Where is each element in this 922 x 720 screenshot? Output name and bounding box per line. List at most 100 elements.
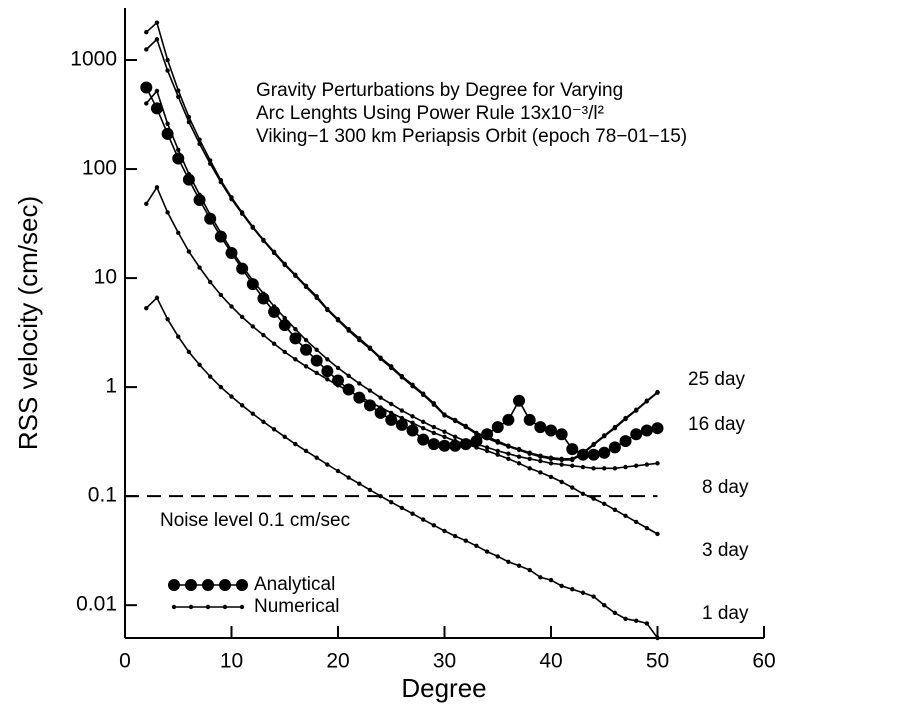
series-label: 16 day (688, 414, 746, 435)
point (293, 441, 298, 447)
point (197, 362, 202, 368)
point (289, 332, 302, 345)
point (580, 464, 586, 470)
point (218, 179, 224, 185)
point (495, 448, 500, 454)
point (602, 466, 607, 471)
point (335, 468, 341, 474)
point (580, 491, 586, 497)
point (214, 230, 227, 243)
point (293, 326, 298, 332)
point (186, 249, 192, 254)
point (513, 394, 526, 407)
point (300, 343, 313, 356)
point (271, 341, 277, 346)
point (644, 399, 650, 404)
point (282, 262, 287, 268)
title-line: Arc Lenghts Using Power Rule 13x10⁻³/l² (256, 103, 604, 124)
point (271, 250, 277, 256)
point (250, 225, 255, 230)
point (452, 438, 458, 444)
point (282, 315, 287, 321)
legend-marker (185, 579, 197, 591)
point (634, 618, 639, 623)
point (346, 475, 351, 480)
point (367, 388, 373, 393)
series-label: 25 day (688, 369, 746, 390)
point (399, 415, 405, 421)
point (150, 102, 163, 115)
point (239, 403, 245, 408)
reference-label: Noise level 0.1 cm/sec (160, 510, 350, 531)
point (463, 424, 468, 430)
point (527, 567, 532, 573)
point (346, 388, 351, 394)
series-label: 1 day (702, 603, 749, 624)
point (282, 434, 287, 440)
point (335, 365, 341, 371)
point (261, 238, 266, 243)
legend-marker (239, 604, 245, 610)
point (246, 278, 259, 291)
point (630, 428, 643, 441)
point (335, 383, 341, 388)
point (261, 291, 266, 296)
point (378, 356, 383, 361)
point (314, 347, 319, 352)
point (367, 487, 373, 493)
point (538, 470, 543, 475)
point (651, 422, 664, 435)
title-line: Gravity Perturbations by Degree for Vary… (256, 80, 623, 101)
point (410, 414, 415, 419)
point (208, 212, 213, 218)
point (442, 528, 447, 534)
point (623, 616, 628, 622)
point (538, 454, 543, 459)
point (257, 292, 270, 305)
point (442, 413, 447, 418)
x-tick-label: 50 (646, 650, 669, 673)
point (506, 451, 511, 456)
point (623, 513, 628, 519)
point (325, 357, 330, 362)
point (619, 435, 632, 448)
legend-marker (205, 604, 211, 610)
point (655, 635, 660, 641)
point (580, 590, 586, 595)
series-label: 8 day (702, 477, 749, 498)
series-label: 3 day (702, 540, 749, 561)
x-tick-label: 40 (539, 650, 562, 673)
point (271, 427, 277, 432)
point (612, 610, 618, 616)
point (321, 365, 334, 378)
point (644, 525, 650, 531)
x-tick-label: 0 (119, 650, 131, 673)
point (421, 517, 426, 522)
point (140, 81, 153, 94)
point (431, 402, 437, 407)
point (303, 364, 309, 369)
point (548, 577, 554, 583)
point (239, 314, 245, 320)
point (399, 375, 405, 380)
point (421, 392, 426, 398)
y-tick-label: 10 (94, 266, 117, 289)
point (417, 433, 430, 446)
point (516, 454, 522, 459)
point (481, 428, 494, 441)
point (559, 462, 564, 467)
point (484, 549, 490, 554)
point (576, 448, 589, 461)
point (165, 68, 170, 73)
x-tick-label: 20 (326, 650, 349, 673)
point (410, 420, 415, 426)
point (570, 587, 575, 592)
point (463, 441, 468, 447)
point (442, 429, 447, 434)
point (144, 201, 149, 207)
point (378, 405, 383, 410)
point (325, 377, 330, 382)
point (570, 463, 575, 468)
legend-marker (188, 604, 194, 610)
point (602, 433, 607, 439)
